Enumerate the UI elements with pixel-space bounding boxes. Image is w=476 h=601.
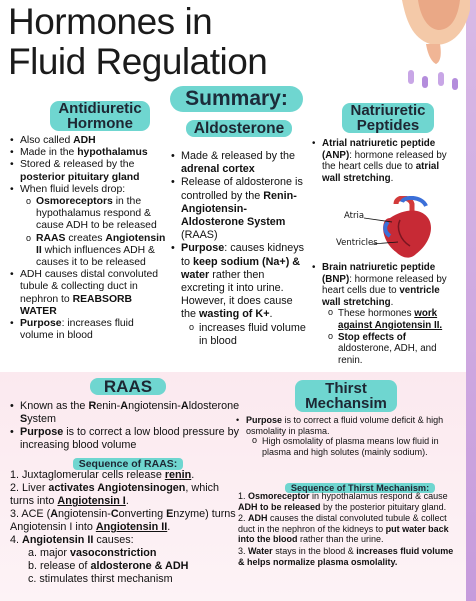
- thirst-step: 1. Osmoreceptor in hypothalamus respond …: [238, 491, 448, 512]
- aldosterone-heading: Aldosterone: [184, 120, 294, 137]
- raas-known: Known as the Renin-Angiotensin-Aldostero…: [10, 400, 240, 426]
- summary-pill: Summary:: [170, 86, 303, 112]
- raas-step: 2. Liver activates Angiotensinogen, whic…: [10, 482, 220, 507]
- adh-heading-line-1: Antidiuretic: [58, 100, 142, 117]
- np-heading-line-2: Peptides: [356, 117, 420, 134]
- np-sub-item: Stop effects of aldosterone, ADH, and re…: [328, 331, 458, 367]
- adh-item: Purpose: increases fluid volume in blood: [10, 318, 170, 342]
- thirst-list: Purpose is to correct a fluid volume def…: [236, 415, 456, 457]
- aldosterone-list: Made & released by the adrenal cortex Re…: [171, 150, 309, 348]
- adh-item: ADH causes distal convoluted tubule & co…: [10, 269, 170, 318]
- adh-item: Also called ADH: [10, 135, 170, 147]
- raas-substep: a. major vasoconstriction: [28, 547, 157, 559]
- raas-step: 1. Juxtaglomerular cells release renin.: [10, 469, 195, 481]
- raas-purpose: Purpose is to correct a low blood pressu…: [10, 426, 240, 452]
- natriuretic-list: Atrial natriuretic peptide (ANP): hormon…: [312, 138, 456, 184]
- thirst-step: 2. ADH causes the distal convoluted tubu…: [238, 513, 449, 545]
- atria-label: Atria: [344, 211, 365, 221]
- title-line-1: Hormones in: [8, 1, 213, 42]
- thirst-heading-line-1: Thirst: [325, 380, 367, 397]
- aldo-item: Release of aldosterone is controlled by …: [171, 176, 309, 242]
- raas-step: 4. Angiotensin II causes:: [10, 534, 134, 546]
- raas-steps: 1. Juxtaglomerular cells release renin. …: [10, 469, 236, 586]
- page-title: Hormones in Fluid Regulation: [8, 1, 268, 82]
- thirst-step: 3. Water stays in the blood & increases …: [238, 545, 454, 567]
- ventricles-label: Ventricles: [336, 238, 378, 248]
- natriuretic-heading: Natriuretic Peptides: [328, 103, 448, 133]
- thirst-sub-item: High osmolality of plasma means low flui…: [252, 435, 456, 457]
- aldo-item: Made & released by the adrenal cortex: [171, 150, 309, 176]
- natriuretic-list-2: Brain natriuretic peptide (BNP): hormone…: [312, 262, 458, 367]
- thirst-heading: Thirst Mechansim: [286, 380, 406, 412]
- raas-list: Known as the Renin-Angiotensin-Aldostero…: [10, 400, 240, 452]
- thirst-purpose: Purpose is to correct a fluid volume def…: [236, 415, 456, 436]
- raas-sequence-heading: Sequence of RAAS:: [70, 454, 186, 472]
- thirst-steps: 1. Osmoreceptor in hypothalamus respond …: [238, 491, 458, 567]
- adh-list: Also called ADH Made in the hypothalamus…: [10, 135, 170, 342]
- purple-edge-decoration: [466, 0, 476, 601]
- adh-item: When fluid levels drop:: [10, 184, 170, 196]
- aldo-sub-item: increases fluid volume in blood: [189, 321, 309, 348]
- np-heading-line-1: Natriuretic: [350, 102, 426, 119]
- title-line-2: Fluid Regulation: [8, 41, 268, 82]
- raas-heading: RAAS: [78, 378, 178, 395]
- aldo-item: Purpose: causes kidneys to keep sodium (…: [171, 242, 309, 321]
- raas-substep: b. release of aldosterone & ADH: [28, 560, 189, 572]
- adh-item: Stored & released by the posterior pitui…: [10, 159, 170, 183]
- adh-item: Made in the hypothalamus: [10, 147, 170, 159]
- adh-sub-item: RAAS creates Angiotensin II which influe…: [26, 232, 170, 270]
- thirst-sequence-heading: Sequence of Thirst Mechanism:: [270, 478, 450, 496]
- heart-illustration: [363, 196, 431, 258]
- np-item-anp: Atrial natriuretic peptide (ANP): hormon…: [312, 138, 456, 184]
- pituitary-gland-illustration: [402, 0, 470, 90]
- raas-step: 3. ACE (Angiotensin-Converting Enzyme) t…: [10, 508, 236, 533]
- np-item-bnp: Brain natriuretic peptide (BNP): hormone…: [312, 262, 458, 308]
- adh-heading-line-2: Hormone: [67, 115, 133, 132]
- adh-heading: Antidiuretic Hormone: [40, 101, 160, 131]
- thirst-heading-line-2: Mechansim: [305, 395, 387, 412]
- np-sub-item: These hormones work against Angiotensin …: [328, 307, 458, 331]
- adh-sub-item: Osmoreceptors in the hypothalamus respon…: [26, 195, 170, 233]
- raas-substep: c. stimulates thirst mechanism: [28, 573, 173, 585]
